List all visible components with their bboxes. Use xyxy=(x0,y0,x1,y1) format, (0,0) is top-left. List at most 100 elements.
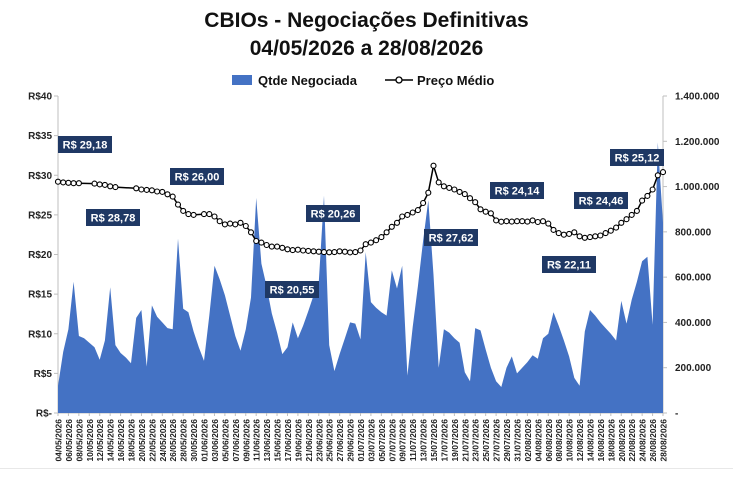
price-label: R$ 27,62 xyxy=(429,233,474,245)
x-tick-label: 21/07/2026 xyxy=(460,419,470,462)
line-point xyxy=(190,211,197,218)
line-point xyxy=(54,178,62,185)
x-tick-label: 09/06/2026 xyxy=(241,419,251,462)
legend-swatch-area xyxy=(232,75,252,85)
x-tick-label: 07/07/2026 xyxy=(387,419,397,462)
line-point xyxy=(409,209,416,216)
line-point xyxy=(373,237,380,244)
line-point xyxy=(70,180,77,187)
x-axis-labels: 04/05/2026 06/05/2026 08/05/2026 10/05/2026… xyxy=(54,413,669,462)
line-point xyxy=(383,229,390,236)
line-point xyxy=(148,187,155,194)
line-point xyxy=(326,249,333,256)
line-point xyxy=(472,199,479,206)
line-point xyxy=(446,184,453,191)
line-point xyxy=(508,218,515,225)
y-left-tick-label: R$35 xyxy=(28,131,52,142)
line-point xyxy=(545,220,552,227)
line-point xyxy=(174,201,182,208)
line-point xyxy=(253,237,260,245)
line-point xyxy=(268,243,275,250)
x-tick-label: 21/06/2026 xyxy=(304,419,314,462)
line-point xyxy=(425,189,432,196)
line-point xyxy=(571,229,578,236)
y-right-tick-label: 200.000 xyxy=(675,363,712,374)
price-label: R$ 26,00 xyxy=(175,172,220,184)
x-tick-label: 11/07/2026 xyxy=(408,419,418,461)
line-point xyxy=(169,193,176,200)
x-tick-label: 01/06/2026 xyxy=(200,419,210,462)
line-point xyxy=(258,239,265,246)
line-point xyxy=(586,234,594,241)
line-point xyxy=(529,217,536,224)
x-tick-label: 22/08/2026 xyxy=(627,419,637,462)
line-point xyxy=(388,223,395,230)
x-tick-label: 16/05/2026 xyxy=(116,419,126,462)
line-point xyxy=(221,221,228,228)
line-point xyxy=(112,184,119,191)
line-point xyxy=(305,247,312,254)
x-tick-label: 23/07/2026 xyxy=(471,419,481,462)
line-point xyxy=(602,230,609,237)
line-point xyxy=(451,186,458,193)
line-point xyxy=(534,218,541,226)
line-point xyxy=(237,219,244,226)
price-label: R$ 29,18 xyxy=(63,140,108,152)
x-tick-label: 26/05/2026 xyxy=(168,419,178,462)
line-point xyxy=(294,246,301,253)
y-left-tick-label: R$20 xyxy=(28,250,52,261)
line-point xyxy=(659,169,667,176)
x-tick-label: 31/07/2026 xyxy=(512,419,522,462)
line-point xyxy=(420,199,427,207)
legend-swatch-marker xyxy=(395,76,403,84)
line-point xyxy=(336,248,343,255)
line-point xyxy=(430,162,437,169)
x-tick-label: 23/06/2026 xyxy=(314,419,324,462)
x-tick-label: 17/06/2026 xyxy=(283,419,293,462)
line-point xyxy=(440,183,447,190)
y-left-tick-label: R$30 xyxy=(28,171,52,182)
x-tick-label: 05/07/2026 xyxy=(377,419,387,462)
line-point xyxy=(597,232,604,239)
line-point xyxy=(154,188,161,195)
x-tick-label: 03/06/2026 xyxy=(210,419,220,462)
price-label-box xyxy=(58,136,112,153)
line-point xyxy=(393,219,401,226)
line-point xyxy=(300,247,307,254)
price-label-box xyxy=(610,149,664,166)
line-point xyxy=(362,241,369,248)
y-left-tick-label: R$- xyxy=(36,409,52,420)
y-right-tick-label: - xyxy=(675,409,678,420)
axes: R$- R$5 R$10 R$15 R$20 R$25 R$30 R$35 R$40 - 200.0… xyxy=(28,92,720,420)
x-tick-label: 01/07/2026 xyxy=(356,419,366,462)
line-point xyxy=(555,230,562,237)
line-point xyxy=(107,183,114,190)
price-label-box xyxy=(490,182,544,199)
line-point xyxy=(649,186,656,193)
x-tick-label: 10/08/2026 xyxy=(565,419,575,462)
price-label-box xyxy=(86,209,140,226)
line-point xyxy=(524,218,531,225)
line-point xyxy=(404,211,411,218)
line-point xyxy=(477,206,484,213)
chart-title: CBIOs - Negociações Definitivas xyxy=(204,9,529,32)
line-point xyxy=(576,233,583,240)
x-tick-label: 13/06/2026 xyxy=(262,419,272,462)
line-point xyxy=(143,186,150,193)
line-point xyxy=(315,248,322,255)
x-tick-label: 11/06/2026 xyxy=(252,419,262,461)
line-point xyxy=(435,179,442,186)
line-point xyxy=(623,216,630,223)
line-point xyxy=(320,249,328,256)
line-point xyxy=(461,191,468,198)
line-point xyxy=(493,217,500,224)
line-point xyxy=(482,208,489,215)
x-tick-label: 28/08/2026 xyxy=(659,419,669,462)
line-point xyxy=(263,241,270,249)
line-point xyxy=(519,218,526,225)
line-point xyxy=(633,207,640,214)
y-right-tick-label: 400.000 xyxy=(675,318,712,329)
y-left-tick-label: R$15 xyxy=(28,290,52,301)
line-point xyxy=(367,239,374,246)
line-point xyxy=(91,180,98,187)
